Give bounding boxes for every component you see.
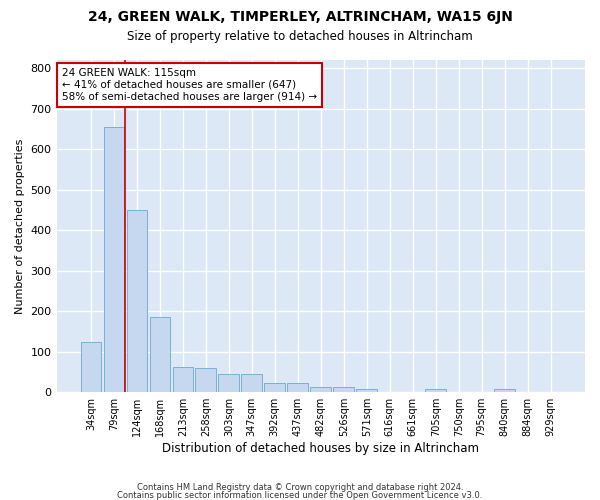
Bar	[425, 390, 446, 392]
Bar	[218, 374, 239, 392]
Text: Size of property relative to detached houses in Altrincham: Size of property relative to detached ho…	[127, 30, 473, 43]
Bar	[334, 387, 354, 392]
Y-axis label: Number of detached properties: Number of detached properties	[15, 138, 25, 314]
Bar	[196, 368, 216, 392]
Bar	[104, 127, 124, 392]
Bar	[149, 318, 170, 392]
Bar	[265, 384, 285, 392]
Bar	[494, 389, 515, 392]
Bar	[356, 388, 377, 392]
Bar	[287, 384, 308, 392]
Text: Contains public sector information licensed under the Open Government Licence v3: Contains public sector information licen…	[118, 490, 482, 500]
Text: 24, GREEN WALK, TIMPERLEY, ALTRINCHAM, WA15 6JN: 24, GREEN WALK, TIMPERLEY, ALTRINCHAM, W…	[88, 10, 512, 24]
Bar	[80, 342, 101, 392]
X-axis label: Distribution of detached houses by size in Altrincham: Distribution of detached houses by size …	[162, 442, 479, 455]
Text: Contains HM Land Registry data © Crown copyright and database right 2024.: Contains HM Land Registry data © Crown c…	[137, 484, 463, 492]
Bar	[127, 210, 147, 392]
Bar	[173, 367, 193, 392]
Text: 24 GREEN WALK: 115sqm
← 41% of detached houses are smaller (647)
58% of semi-det: 24 GREEN WALK: 115sqm ← 41% of detached …	[62, 68, 317, 102]
Bar	[241, 374, 262, 392]
Bar	[310, 387, 331, 392]
